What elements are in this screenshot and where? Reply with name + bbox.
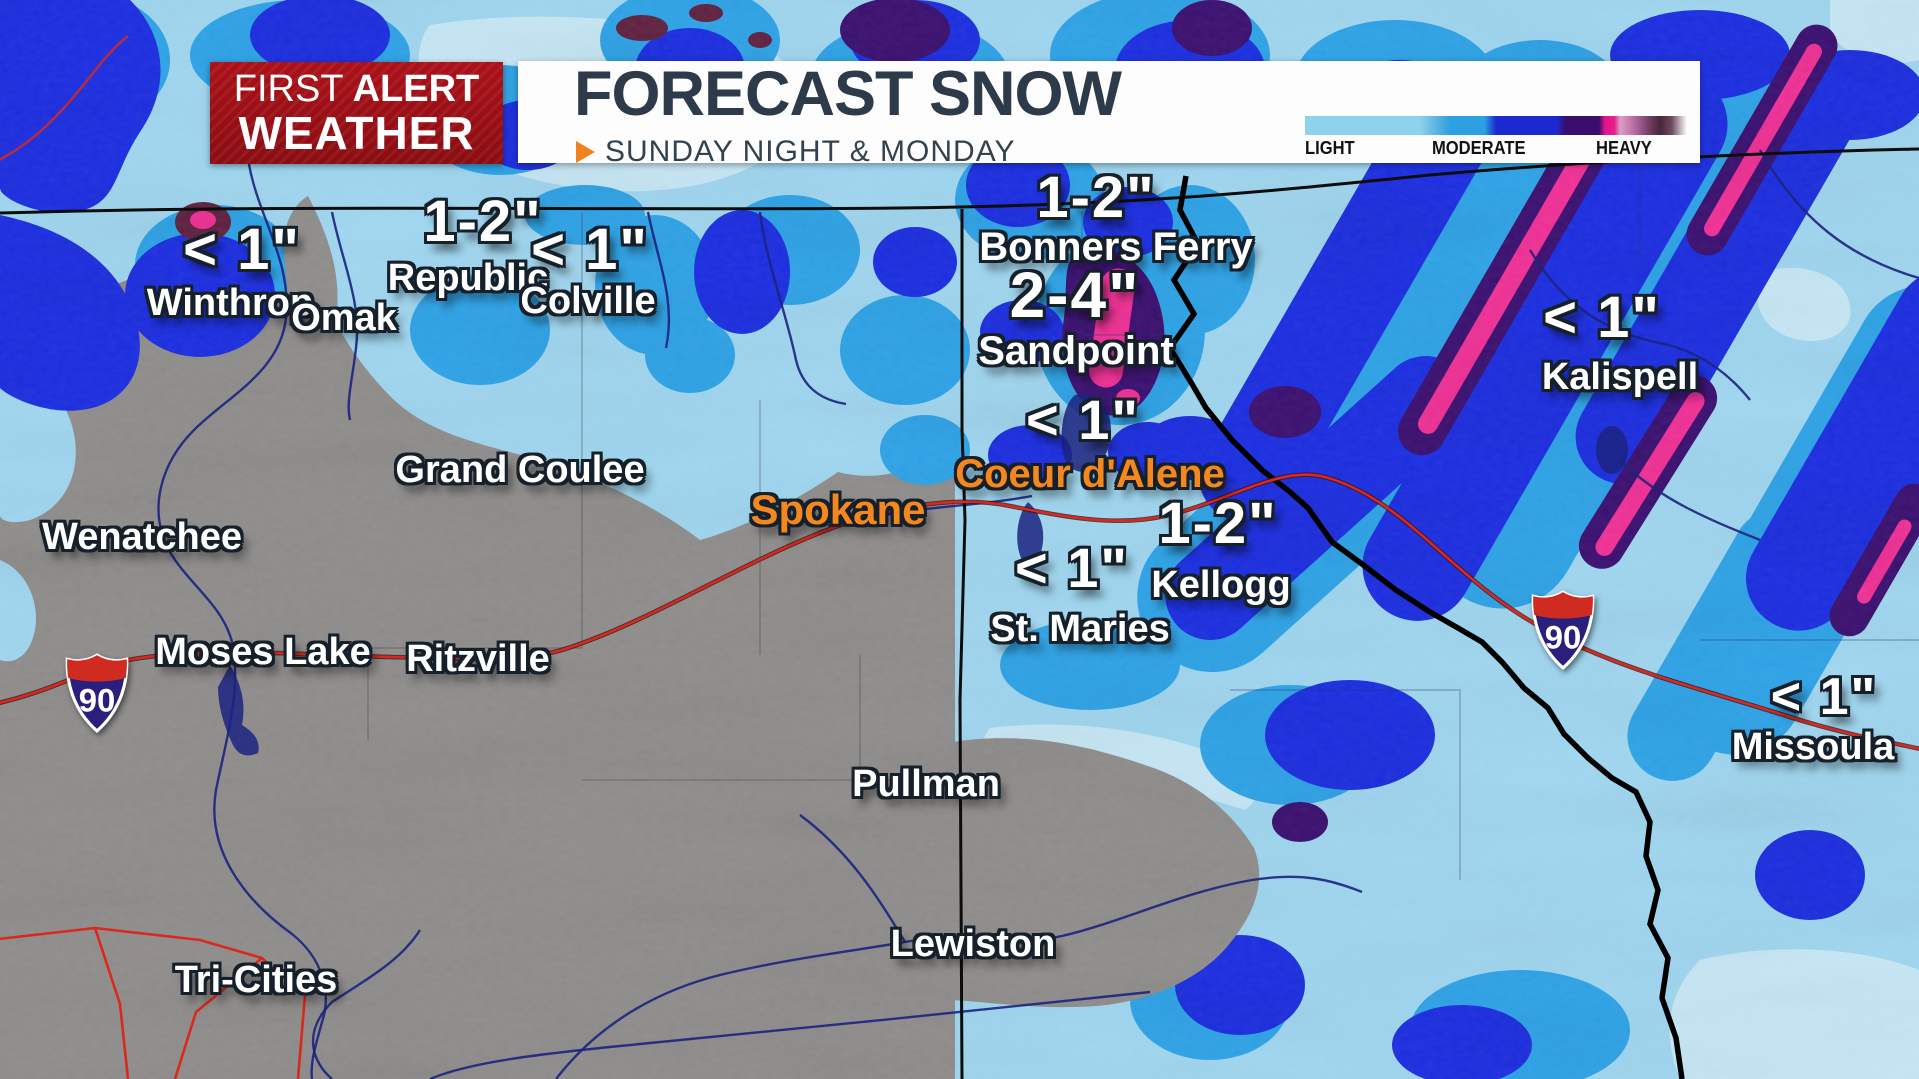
snow-amount-label: < 1" xyxy=(1770,668,1878,726)
svg-text:90: 90 xyxy=(1545,618,1581,655)
city-label: Lewiston xyxy=(890,923,1056,965)
city-label: Grand Coulee xyxy=(395,449,645,491)
legend-label-light: LIGHT xyxy=(1305,138,1355,158)
station-logo: FIRST ALERT WEATHER xyxy=(210,62,503,164)
logo-first: FIRST xyxy=(233,68,344,110)
legend-gradient-bar xyxy=(1305,116,1687,135)
snow-amount-label: 1-2" xyxy=(1158,491,1278,556)
snow-amount-label: < 1" xyxy=(531,217,649,282)
banner-subtitle: SUNDAY NIGHT & MONDAY xyxy=(605,135,1016,168)
legend-label-moderate: MODERATE xyxy=(1432,138,1526,158)
city-label: Coeur d'Alene xyxy=(955,452,1225,496)
city-label: Wenatchee xyxy=(42,516,242,558)
snow-amount-label: < 1" xyxy=(1543,285,1661,350)
city-label: Kalispell xyxy=(1541,356,1699,398)
city-label: Kellogg xyxy=(1151,564,1291,606)
rivers-layer xyxy=(157,149,1919,1079)
interstate-90-shield: 90 xyxy=(64,652,130,734)
city-label: Pullman xyxy=(852,763,1000,805)
snow-amount-label: < 1" xyxy=(1015,536,1129,599)
page-title: FORECAST SNOW xyxy=(574,59,1122,129)
city-label: Colville xyxy=(520,280,656,322)
snow-amount-label: < 1" xyxy=(1026,388,1140,451)
logo-alert: ALERT xyxy=(352,68,480,110)
city-label: Ritzville xyxy=(406,638,550,680)
city-label: Sandpoint xyxy=(978,329,1174,373)
city-label: Missoula xyxy=(1731,726,1895,768)
county-lines xyxy=(367,148,1919,880)
city-label: St. Maries xyxy=(990,608,1170,650)
snow-amount-label: < 1" xyxy=(183,217,301,282)
city-label: Winthrop xyxy=(146,282,314,324)
logo-weather: WEATHER xyxy=(238,107,475,159)
snow-amount-label: 1-2" xyxy=(423,189,543,254)
city-label: Tri-Cities xyxy=(174,959,338,1001)
play-arrow-icon xyxy=(576,141,595,163)
city-label: Omak xyxy=(291,297,397,339)
city-label: Spokane xyxy=(750,486,926,533)
city-label: Republic xyxy=(387,257,549,299)
snow-amount-label: 2-4" xyxy=(1009,259,1141,331)
interstate-90-shield: 90 xyxy=(1530,589,1596,671)
banner-subtitle-row: SUNDAY NIGHT & MONDAY xyxy=(576,137,1016,167)
snow-amount-label: 1-2" xyxy=(1036,165,1156,230)
city-label: Moses Lake xyxy=(155,631,371,673)
city-label: Bonners Ferry xyxy=(979,225,1253,269)
legend-label-heavy: HEAVY xyxy=(1596,138,1652,158)
svg-text:90: 90 xyxy=(79,681,115,718)
logo-line1: FIRST ALERT xyxy=(210,70,503,108)
title-banner: FORECAST SNOW SUNDAY NIGHT & MONDAY LIGH… xyxy=(518,59,1700,167)
